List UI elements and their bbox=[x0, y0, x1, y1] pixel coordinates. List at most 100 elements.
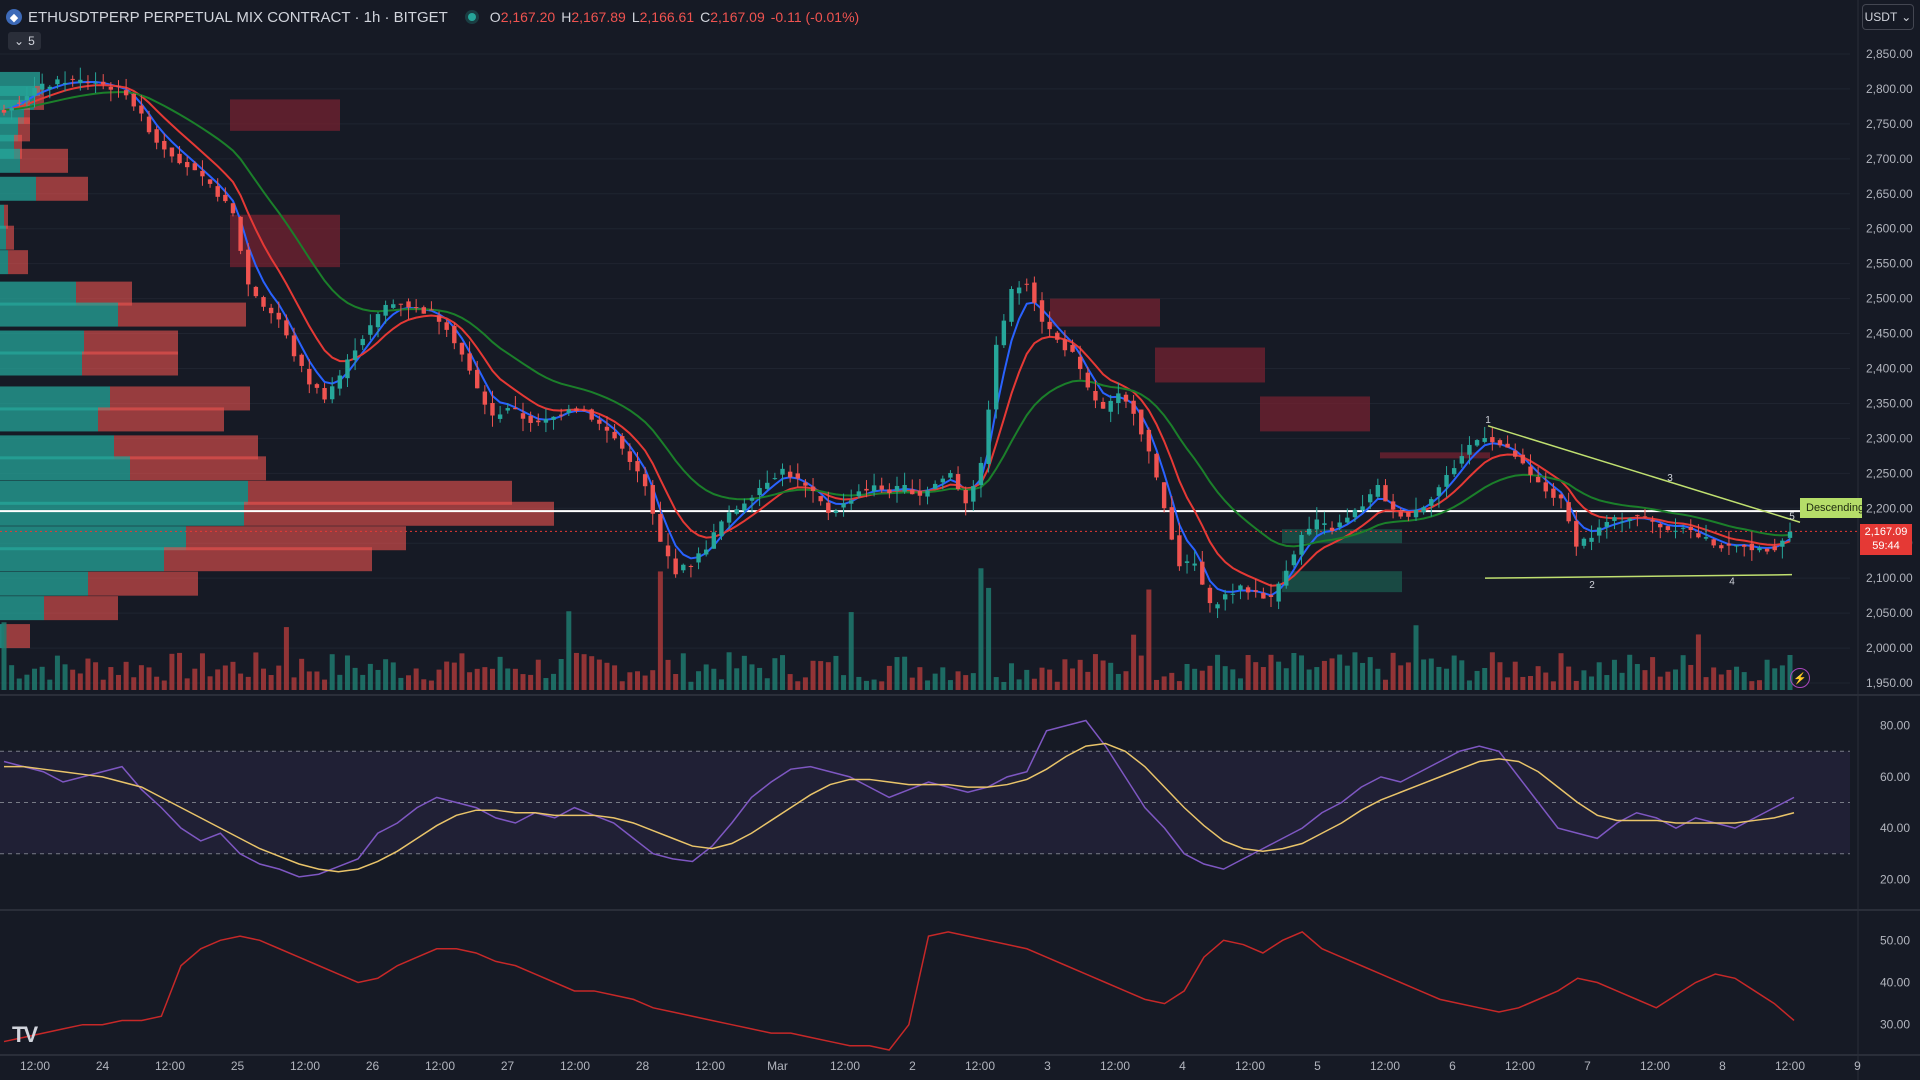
volume-bar bbox=[1444, 668, 1450, 690]
volume-bar bbox=[1703, 677, 1709, 690]
candle-body bbox=[1444, 474, 1449, 487]
lightning-icon[interactable]: ⚡ bbox=[1790, 668, 1810, 688]
volume-bar bbox=[1184, 663, 1190, 690]
volume-bar bbox=[161, 680, 167, 690]
candle-body bbox=[93, 82, 98, 84]
volume-bar bbox=[1070, 668, 1076, 690]
candle-body bbox=[604, 426, 610, 431]
volume-profile-sell-bar bbox=[14, 134, 22, 159]
volume-profile-buy-bar bbox=[0, 435, 114, 460]
volume-bar bbox=[909, 677, 915, 690]
candle-body bbox=[1093, 390, 1098, 401]
volume-profile-sell-bar bbox=[114, 435, 258, 460]
candle-body bbox=[467, 353, 472, 371]
volume-bar bbox=[1008, 663, 1014, 690]
volume-bar bbox=[1734, 666, 1740, 690]
time-axis-tick: 9 bbox=[1854, 1059, 1861, 1073]
candle-body bbox=[1161, 482, 1167, 509]
time-axis-tick: 2 bbox=[909, 1059, 916, 1073]
time-axis-tick: 27 bbox=[501, 1059, 515, 1073]
volume-bar bbox=[764, 678, 770, 690]
volume-bar bbox=[573, 652, 579, 690]
volume-bar bbox=[1031, 678, 1037, 690]
volume-bar bbox=[1360, 662, 1366, 690]
volume-bar bbox=[1512, 661, 1518, 690]
volume-bar bbox=[657, 571, 663, 690]
volume-bar bbox=[1024, 669, 1030, 690]
market-open-indicator-icon bbox=[467, 13, 476, 21]
candle-body bbox=[1558, 494, 1564, 499]
candle-body bbox=[505, 408, 510, 411]
volume-profile-buy-bar bbox=[0, 456, 130, 481]
candle-body bbox=[1482, 438, 1487, 442]
candle-body bbox=[1123, 394, 1129, 402]
candle-body bbox=[1642, 516, 1648, 518]
volume-bar bbox=[1390, 652, 1396, 690]
volume-bar bbox=[413, 668, 419, 690]
volume-bar bbox=[673, 673, 679, 690]
candle-body bbox=[1276, 583, 1281, 602]
volume-bar bbox=[1100, 660, 1106, 690]
candle-body bbox=[543, 419, 549, 423]
candle-body bbox=[1352, 509, 1358, 518]
currency-value: USDT bbox=[1864, 10, 1898, 24]
candle-body bbox=[1764, 548, 1770, 552]
currency-select[interactable]: USDT ⌄ bbox=[1862, 4, 1914, 30]
volume-bar bbox=[1589, 676, 1595, 690]
close-value: 2,167.09 bbox=[710, 9, 765, 25]
volume-bar bbox=[1619, 672, 1625, 690]
volume-bar bbox=[1657, 676, 1663, 690]
volume-bar bbox=[268, 675, 274, 690]
volume-bar bbox=[1451, 655, 1457, 690]
volume-bar bbox=[810, 660, 816, 690]
volume-bar bbox=[1566, 666, 1572, 690]
rsi-axis-tick: 20.00 bbox=[1880, 872, 1910, 886]
volume-bar bbox=[1772, 668, 1778, 690]
volume-bar bbox=[1207, 665, 1213, 690]
time-axis-tick: 12:00 bbox=[290, 1059, 320, 1073]
candle-body bbox=[1551, 488, 1556, 498]
volume-bar bbox=[1108, 662, 1114, 690]
indicators-toggle-button[interactable]: ⌄ 5 bbox=[8, 32, 41, 50]
volume-bar bbox=[199, 653, 205, 690]
candle-body bbox=[1413, 509, 1419, 518]
time-axis-tick: 28 bbox=[636, 1059, 650, 1073]
volume-bar bbox=[1497, 662, 1503, 690]
volume-profile-buy-bar bbox=[0, 526, 186, 551]
volume-bar bbox=[329, 654, 335, 690]
candle-body bbox=[894, 485, 900, 491]
candle-body bbox=[1368, 494, 1373, 503]
candle-body bbox=[887, 489, 892, 494]
pattern-label[interactable]: Descending bbox=[1800, 498, 1862, 518]
volume-profile-sell-bar bbox=[118, 302, 246, 327]
time-axis-tick: 12:00 bbox=[1100, 1059, 1130, 1073]
volume-bar bbox=[1146, 589, 1152, 690]
candle-body bbox=[955, 474, 961, 490]
candle-body bbox=[963, 489, 968, 504]
symbol-title[interactable]: ETHUSDTPERP PERPETUAL MIX CONTRACT · 1h … bbox=[28, 8, 448, 26]
pattern-lower-trendline bbox=[1484, 573, 1793, 579]
candle-body bbox=[726, 512, 732, 523]
oscillator-axis-tick: 50.00 bbox=[1880, 933, 1910, 947]
oscillator-axis-tick: 30.00 bbox=[1880, 1018, 1910, 1032]
pattern-point-label: 5 bbox=[1789, 511, 1795, 522]
volume-bar bbox=[1192, 668, 1198, 690]
volume-profile-sell-bar bbox=[24, 99, 30, 124]
volume-bar bbox=[1199, 670, 1205, 690]
volume-profile-sell-bar bbox=[76, 281, 132, 306]
volume-bar bbox=[421, 679, 427, 690]
volume-bar bbox=[787, 674, 793, 690]
candle-body bbox=[1, 109, 7, 113]
candle-body bbox=[284, 320, 289, 336]
candle-body bbox=[1650, 520, 1655, 522]
candle-body bbox=[925, 490, 930, 497]
volume-bar bbox=[1650, 657, 1656, 690]
time-axis-tick: 7 bbox=[1584, 1059, 1591, 1073]
candle-body bbox=[948, 473, 953, 478]
volume-bar bbox=[222, 665, 228, 690]
candle-body bbox=[78, 79, 83, 83]
candle-body bbox=[1261, 592, 1266, 599]
candle-body bbox=[215, 186, 220, 197]
volume-bar bbox=[306, 671, 312, 690]
